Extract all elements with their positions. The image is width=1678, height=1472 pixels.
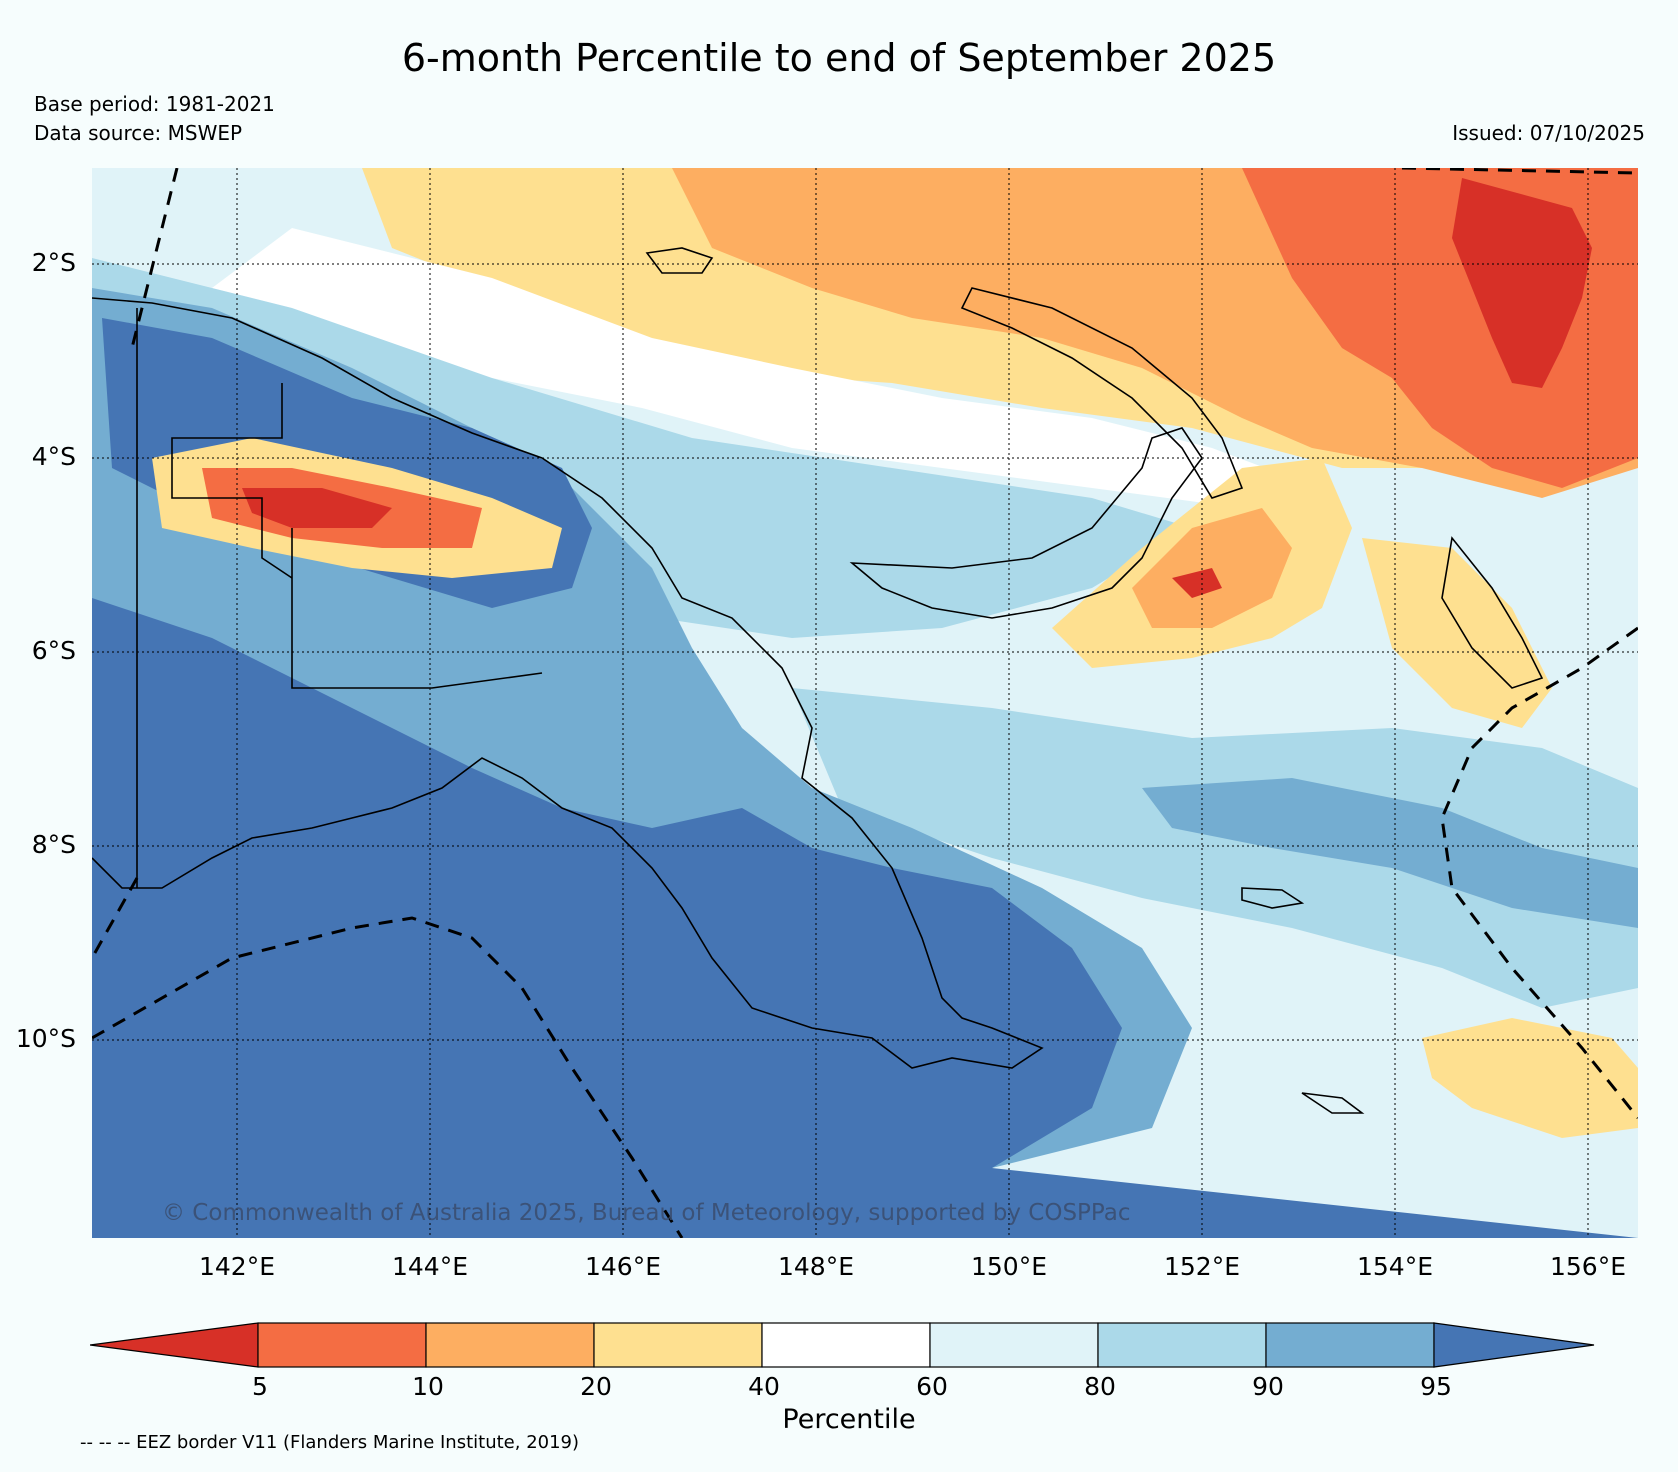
zone-west-above-95 [92,598,1638,1238]
colorbar-label: Percentile [782,1404,916,1435]
issued-date: Issued: 07/10/2025 [1452,121,1645,145]
lat-label-10S: 10°S [15,1024,76,1053]
zone-white-band [212,228,1292,508]
eez-footnote: -- -- -- EEZ border V11 (Flanders Marine… [80,1432,580,1453]
colorbar-tick-40: 40 [748,1372,780,1401]
graticule [92,168,1638,1238]
colorbar-segment-5 [929,1322,1099,1368]
colorbar-tick-80: 80 [1084,1372,1116,1401]
lat-label-4S: 4°S [31,442,76,471]
colorbar-segment-3 [593,1322,763,1368]
zone-southeast-20-40 [1422,1018,1638,1138]
percentile-map [92,168,1638,1238]
lat-label-2S: 2°S [31,248,76,277]
lon-label-144E: 144°E [391,1252,468,1281]
colorbar-segment-6 [1097,1322,1267,1368]
eez-borders [92,168,1638,1238]
manus-coast [645,247,714,274]
data-source: Data source: MSWEP [34,121,243,145]
colorbar-tick-60: 60 [916,1372,948,1401]
zone-south-90-95 [1142,778,1638,928]
eez-west [130,168,179,349]
province-border-3 [291,528,543,689]
lat-label-8S: 8°S [31,830,76,859]
percentile-colorbar [90,1322,1595,1368]
lon-label-146E: 146°E [584,1252,661,1281]
new-britain-coast [849,427,1203,619]
colorbar-extend-high [1433,1322,1595,1368]
bougainville-coast [1441,536,1544,689]
colorbar-tick-20: 20 [580,1372,612,1401]
map-title: 6-month Percentile to end of September 2… [401,36,1277,80]
lon-label-148E: 148°E [777,1252,854,1281]
colorbar-extend-low [90,1322,259,1368]
base-period: Base period: 1981-2021 [34,92,275,116]
colorbar-tick-5: 5 [252,1372,268,1401]
colorbar-tick-10: 10 [412,1372,444,1401]
woodlark-coast [1241,887,1305,909]
lon-label-154E: 154°E [1356,1252,1433,1281]
colorbar-segment-4 [761,1322,931,1368]
zone-north-below-5 [1452,178,1592,388]
mainland-coast [92,297,1044,1069]
eez-northeast [1401,168,1638,175]
lon-label-150E: 150°E [970,1252,1047,1281]
lon-label-142E: 142°E [198,1252,275,1281]
copyright-notice: © Commonwealth of Australia 2025, Bureau… [162,1200,1131,1226]
eez-torres [92,916,684,1238]
lon-label-156E: 156°E [1549,1252,1626,1281]
colorbar-segment-2 [425,1322,595,1368]
coastlines [92,247,1544,1114]
province-border-2 [171,383,293,579]
rossel-coast [1301,1092,1365,1114]
colorbar-tick-90: 90 [1252,1372,1284,1401]
colorbar-segment-7 [1265,1322,1435,1368]
zone-highlands-below-5 [242,488,392,528]
zone-central-80-90 [92,258,1192,638]
lon-label-152E: 152°E [1163,1252,1240,1281]
lat-label-6S: 6°S [31,636,76,665]
colorbar-segment-1 [257,1322,427,1368]
eez-southwest [92,877,139,959]
zone-south-80-90 [792,688,1638,1008]
zone-newbritain-below-5 [1172,568,1222,598]
colorbar-tick-95: 95 [1420,1372,1452,1401]
new-ireland-coast [960,287,1244,499]
